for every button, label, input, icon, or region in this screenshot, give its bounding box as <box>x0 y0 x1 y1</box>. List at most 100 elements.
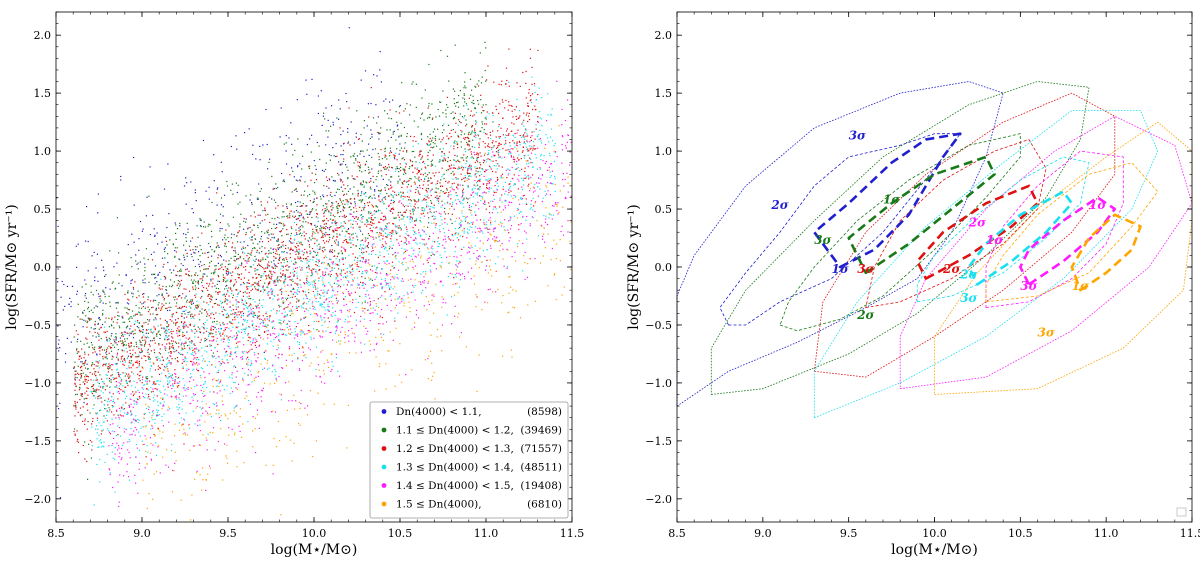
scatter-point <box>314 282 316 285</box>
scatter-point <box>422 212 424 214</box>
scatter-point <box>109 409 111 411</box>
scatter-point <box>475 123 477 125</box>
scatter-point <box>282 321 285 323</box>
scatter-point <box>508 48 510 50</box>
scatter-point <box>381 244 384 246</box>
scatter-point <box>296 190 298 192</box>
scatter-point <box>172 345 174 347</box>
scatter-point <box>444 158 446 160</box>
scatter-point <box>233 255 235 257</box>
scatter-point <box>257 225 259 227</box>
scatter-point <box>98 328 100 330</box>
scatter-point <box>124 331 126 333</box>
scatter-point <box>309 165 311 167</box>
scatter-point <box>106 358 108 360</box>
scatter-point <box>321 262 323 264</box>
scatter-point <box>397 124 399 126</box>
scatter-point <box>466 171 468 173</box>
scatter-point <box>185 269 187 271</box>
scatter-point <box>365 239 367 241</box>
scatter-point <box>85 240 87 242</box>
scatter-point <box>328 264 330 266</box>
scatter-point <box>331 286 333 288</box>
scatter-point <box>443 157 445 159</box>
scatter-point <box>216 242 218 244</box>
scatter-point <box>79 383 81 386</box>
scatter-point <box>238 230 240 232</box>
scatter-point <box>220 204 223 206</box>
scatter-point <box>251 236 253 238</box>
scatter-point <box>203 286 205 289</box>
scatter-point <box>296 250 298 252</box>
scatter-point <box>475 120 477 122</box>
scatter-point <box>521 123 523 125</box>
scatter-point <box>506 134 508 136</box>
scatter-point <box>153 339 155 341</box>
scatter-point <box>181 313 183 315</box>
scatter-point <box>123 408 125 410</box>
scatter-point <box>243 308 245 310</box>
scatter-point <box>488 182 490 184</box>
scatter-point <box>553 144 555 147</box>
scatter-point <box>235 299 237 301</box>
scatter-point <box>418 229 420 231</box>
scatter-point <box>374 197 376 199</box>
scatter-point <box>204 350 206 352</box>
scatter-point <box>296 306 298 308</box>
scatter-point <box>393 208 395 211</box>
scatter-point <box>406 151 408 153</box>
scatter-point <box>181 306 183 308</box>
scatter-point <box>412 213 415 215</box>
scatter-point <box>192 369 194 371</box>
scatter-point <box>428 102 430 105</box>
scatter-point <box>222 274 224 276</box>
scatter-point <box>133 323 135 326</box>
scatter-point <box>150 391 153 393</box>
scatter-point <box>122 404 124 406</box>
scatter-point <box>377 170 380 172</box>
scatter-point <box>74 402 76 404</box>
scatter-point <box>349 188 351 190</box>
scatter-point <box>448 151 450 153</box>
scatter-point <box>393 217 395 219</box>
scatter-point <box>347 142 349 144</box>
scatter-point <box>350 271 352 273</box>
scatter-point <box>446 188 448 190</box>
scatter-point <box>353 186 355 188</box>
scatter-point <box>296 242 298 245</box>
scatter-point <box>217 343 219 346</box>
scatter-point <box>449 203 451 205</box>
scatter-point <box>113 414 115 416</box>
scatter-point <box>468 144 470 146</box>
scatter-point <box>277 240 279 243</box>
scatter-point <box>478 146 480 148</box>
scatter-point <box>244 372 246 375</box>
scatter-point <box>359 183 362 185</box>
scatter-point <box>181 349 183 351</box>
scatter-point <box>396 159 398 161</box>
scatter-point <box>449 218 451 220</box>
scatter-point <box>367 223 369 225</box>
scatter-point <box>302 346 304 348</box>
scatter-point <box>378 221 380 223</box>
scatter-point <box>161 363 163 365</box>
scatter-point <box>340 186 342 188</box>
scatter-point <box>139 341 141 343</box>
scatter-point <box>360 230 362 232</box>
scatter-point <box>474 174 476 176</box>
scatter-point <box>130 257 132 259</box>
scatter-point <box>249 199 251 201</box>
scatter-point <box>479 186 481 188</box>
scatter-point <box>219 362 221 364</box>
scatter-point <box>228 295 230 297</box>
scatter-point <box>283 262 285 264</box>
scatter-point <box>328 273 330 275</box>
scatter-point <box>200 415 202 417</box>
scatter-point <box>342 200 344 202</box>
scatter-point <box>331 204 333 206</box>
scatter-point <box>133 315 135 317</box>
scatter-point <box>310 239 312 241</box>
scatter-point <box>530 162 532 164</box>
scatter-series-1 <box>73 41 487 480</box>
scatter-point <box>469 226 471 228</box>
